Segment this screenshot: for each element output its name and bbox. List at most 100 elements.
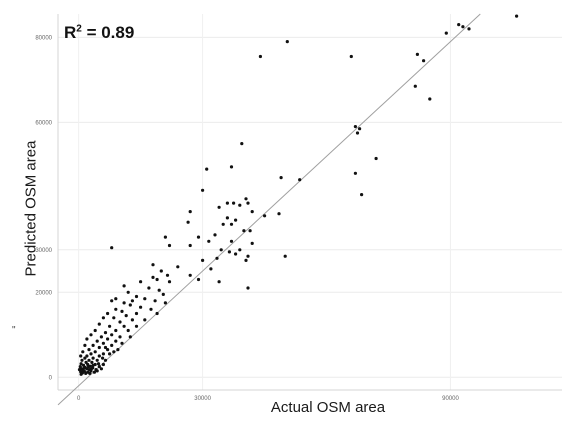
- x-tick-label: 0: [77, 396, 81, 402]
- data-point: [353, 171, 357, 175]
- data-point: [232, 201, 236, 205]
- r-squared-annotation: R2 = 0.89: [64, 23, 135, 42]
- data-point: [97, 322, 101, 326]
- data-point: [413, 84, 417, 88]
- data-point: [134, 324, 139, 328]
- data-point: [143, 318, 147, 322]
- data-point: [244, 258, 248, 262]
- data-point: [79, 362, 83, 366]
- plot-area: [58, 14, 562, 390]
- y-axis-label: Predicted OSM area: [22, 140, 40, 277]
- data-point: [95, 339, 99, 343]
- data-point: [163, 235, 167, 239]
- data-point: [77, 368, 82, 372]
- data-point: [240, 142, 244, 146]
- data-point: [126, 290, 130, 294]
- data-point: [97, 365, 101, 369]
- data-point: [151, 275, 155, 279]
- data-point: [114, 307, 118, 311]
- data-point: [91, 356, 95, 360]
- data-point: [163, 301, 167, 305]
- data-point: [124, 314, 128, 318]
- data-point: [128, 335, 132, 339]
- data-point: [87, 358, 91, 362]
- data-point: [101, 316, 105, 320]
- data-point: [139, 305, 143, 309]
- data-point: [143, 297, 147, 301]
- gridlines: [58, 14, 562, 390]
- data-point: [108, 352, 112, 356]
- data-point: [92, 370, 96, 374]
- data-point: [106, 337, 110, 341]
- data-point: [110, 343, 114, 347]
- data-point: [101, 356, 105, 360]
- y-tick-label: 60000: [35, 120, 52, 126]
- data-point: [422, 59, 426, 63]
- data-point: [153, 299, 157, 303]
- data-point: [84, 371, 88, 375]
- data-point: [110, 299, 114, 303]
- data-point: [89, 367, 94, 371]
- data-point: [159, 269, 163, 273]
- data-point: [114, 339, 118, 343]
- data-point: [90, 360, 94, 364]
- data-point: [130, 299, 134, 303]
- data-point: [147, 286, 151, 290]
- data-point: [82, 366, 86, 370]
- data-point: [205, 167, 209, 171]
- data-point: [515, 14, 519, 18]
- data-point: [161, 292, 165, 296]
- data-point: [221, 222, 225, 226]
- data-point: [457, 23, 461, 27]
- data-point: [155, 311, 159, 316]
- data-point: [165, 273, 170, 277]
- data-point: [114, 328, 118, 333]
- data-point: [355, 131, 360, 135]
- data-point: [196, 277, 201, 282]
- data-point: [106, 311, 110, 316]
- y-tick-label: 30000: [35, 248, 52, 254]
- data-point: [167, 243, 172, 248]
- data-point: [428, 97, 432, 101]
- data-point: [116, 348, 120, 352]
- data-point: [103, 345, 108, 350]
- data-point: [353, 125, 357, 129]
- data-point: [85, 367, 89, 371]
- data-point: [122, 301, 126, 305]
- data-point: [298, 178, 302, 182]
- stray-mark: ": [12, 325, 16, 336]
- data-point: [250, 210, 254, 214]
- data-point: [79, 354, 83, 358]
- data-point: [246, 254, 250, 258]
- data-point: [157, 288, 161, 292]
- data-point: [358, 127, 362, 131]
- data-point: [285, 40, 289, 44]
- data-point: [155, 277, 159, 282]
- data-points: [77, 14, 519, 376]
- data-point: [112, 350, 116, 354]
- data-point: [110, 246, 114, 250]
- data-point: [467, 27, 471, 31]
- data-point: [101, 341, 105, 345]
- x-axis-label: Actual OSM area: [270, 399, 386, 416]
- data-point: [207, 239, 211, 243]
- fit-line-layer: [57, 13, 481, 406]
- data-point: [118, 335, 122, 339]
- data-point: [209, 267, 213, 271]
- y-tick-labels: 0 20000 30000 60000 80000: [35, 35, 52, 381]
- data-point: [120, 341, 124, 345]
- data-point: [134, 311, 139, 316]
- data-point: [461, 25, 465, 29]
- data-point: [242, 229, 246, 233]
- data-point: [96, 362, 101, 366]
- data-point: [89, 352, 93, 356]
- data-point: [258, 54, 262, 59]
- data-point: [79, 372, 83, 376]
- data-point: [186, 220, 190, 224]
- data-point: [234, 252, 238, 256]
- data-point: [263, 214, 267, 218]
- data-point: [97, 345, 101, 350]
- x-tick-label: 30000: [194, 396, 211, 402]
